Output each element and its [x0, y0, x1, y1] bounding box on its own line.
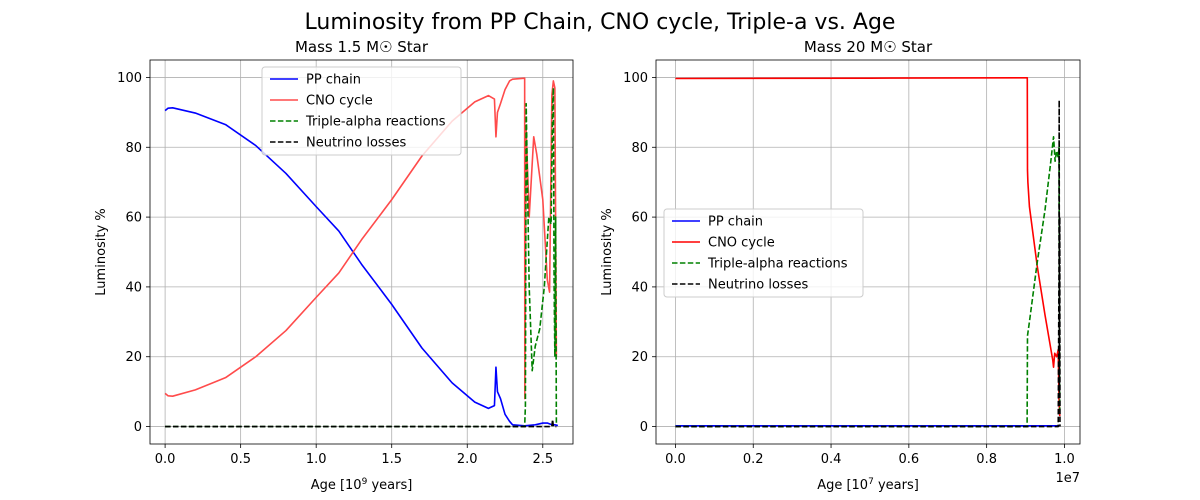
panels: 0.0 0.5 1.0 1.5 2.0 2.5 0 20 40 60 80 100 Mass 1.5 M… [94, 38, 1081, 493]
legend-entry: PP chain [306, 73, 361, 88]
chart-title: Mass 1.5 M☉ Star [295, 38, 429, 56]
x-axis-label: Age [107 years] [817, 477, 919, 493]
y-tick-label: 40 [125, 280, 142, 295]
legend-frame [663, 208, 864, 298]
y-tick-label: 40 [631, 280, 648, 295]
series-line-pp-chain [164, 107, 559, 427]
x-tick-label: 0.4 [821, 452, 842, 467]
y-axis-label: Luminosity % [600, 208, 615, 295]
x-axis-label-exponent: 9 [362, 477, 368, 487]
series-line-cno-cycle [675, 77, 1061, 417]
y-axis-label: Luminosity % [94, 208, 109, 295]
x-tick-label: 0.2 [743, 452, 764, 467]
chart-title: Mass 20 M☉ Star [804, 38, 933, 56]
x-tick-label: 0.5 [230, 452, 251, 467]
y-tick-label: 60 [125, 211, 142, 226]
legend-entry: PP chain [708, 215, 763, 230]
x-axis-label-base: Age [10 [817, 478, 868, 493]
x-axis-label-exponent: 7 [868, 477, 874, 487]
x-tick-label: 2.5 [532, 452, 553, 467]
legend-entry: CNO cycle [306, 94, 373, 109]
series-line-neutrino-losses [675, 99, 1061, 428]
legend-frame [261, 66, 462, 156]
x-axis-label-tail: years] [874, 478, 919, 493]
chart-panel-1: 0.0 0.5 1.0 1.5 2.0 2.5 0 20 40 60 80 100 Mass 1.5 M… [94, 38, 574, 493]
series-line-triple-alpha-reactions [675, 136, 1061, 428]
series-line-cno-cycle [164, 77, 558, 400]
legend: PP chain CNO cycle Triple-alpha reactions N… [663, 208, 864, 298]
legend-entry: CNO cycle [708, 236, 775, 251]
x-axis-label-base: Age [10 [311, 478, 362, 493]
figure-suptitle: Luminosity from PP Chain, CNO cycle, Tri… [305, 10, 896, 35]
x-tick-label: 0.8 [976, 452, 997, 467]
x-tick-label: 1.0 [1054, 452, 1075, 467]
y-tick-label: 80 [125, 141, 142, 156]
y-tick-label: 60 [631, 211, 648, 226]
legend-entry: Neutrino losses [306, 136, 406, 151]
y-tick-label: 20 [631, 350, 648, 365]
y-tick-label: 80 [631, 141, 648, 156]
grid-lines [656, 60, 1080, 444]
y-tick-label: 0 [640, 420, 648, 435]
legend-entry: Neutrino losses [708, 278, 808, 293]
x-axis-label-tail: years] [367, 478, 412, 493]
x-tick-label: 2.0 [457, 452, 478, 467]
series-group [164, 77, 559, 428]
x-tick-label: 0.0 [155, 452, 176, 467]
series-line-triple-alpha-reactions [165, 87, 558, 428]
axes-frame [655, 59, 1081, 445]
x-tick-label: 0.0 [665, 452, 686, 467]
x-axis-label: Age [109 years] [311, 477, 413, 493]
x-axis-offset-label: 1e7 [1055, 471, 1080, 486]
legend: PP chain CNO cycle Triple-alpha reactions N… [261, 66, 462, 156]
x-tick-label: 1.0 [306, 452, 327, 467]
series-group [675, 77, 1061, 428]
y-tick-label: 0 [134, 420, 142, 435]
chart-panel-2: 0.0 0.2 0.4 0.6 0.8 1.0 0 20 40 60 80 100 Mass 20 M☉… [600, 38, 1081, 493]
x-tick-label: 1.5 [381, 452, 402, 467]
axes-frame [149, 59, 574, 445]
x-tick-label: 0.6 [899, 452, 920, 467]
legend-entry: Triple-alpha reactions [707, 257, 848, 272]
series-line-neutrino-losses [165, 418, 557, 428]
y-tick-label: 100 [623, 71, 648, 86]
legend-entry: Triple-alpha reactions [305, 115, 446, 130]
y-tick-label: 100 [117, 71, 142, 86]
y-tick-label: 20 [125, 350, 142, 365]
